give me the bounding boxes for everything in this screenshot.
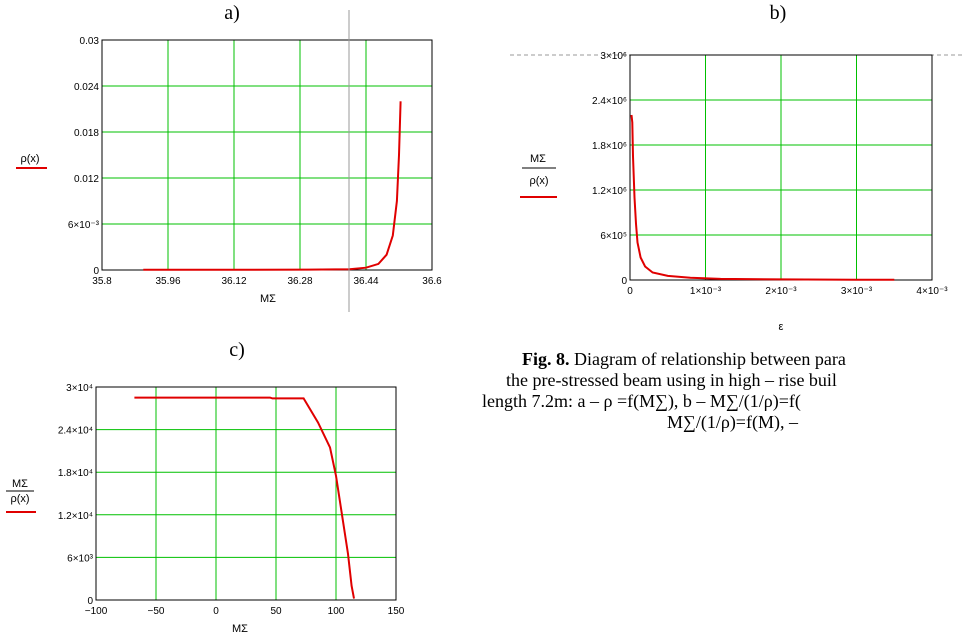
x-tick-label: 100 bbox=[328, 606, 345, 617]
series-line bbox=[134, 396, 355, 599]
chart-a-ylabel: ρ(x) bbox=[16, 153, 47, 169]
x-tick-label: 1×10⁻³ bbox=[690, 286, 722, 297]
panel-label-a: a) bbox=[224, 2, 240, 24]
y-tick-label: 6×10⁻³ bbox=[68, 220, 100, 231]
chart-b: 0 1×10⁻³ 2×10⁻³ 3×10⁻³ 4×10⁻³ 0 6×10⁵ 1.2×10⁶ 1.… bbox=[592, 51, 948, 297]
x-tick-label: 2×10⁻³ bbox=[765, 286, 797, 297]
x-tick-label: 36.12 bbox=[221, 276, 246, 287]
y-tick-label: 2.4×10⁴ bbox=[58, 426, 93, 437]
x-tick-label: 36.6 bbox=[422, 276, 442, 287]
plot-frame bbox=[101, 39, 433, 271]
chart-c-ylabel-num: MΣ bbox=[12, 478, 28, 490]
panel-label-c: c) bbox=[229, 339, 245, 361]
chart-c-ylabel: MΣ ρ(x) bbox=[6, 478, 36, 513]
series-line bbox=[630, 114, 895, 281]
x-tick-label: −100 bbox=[85, 606, 108, 617]
panel-label-b: b) bbox=[770, 2, 787, 24]
caption-line-1-text: Diagram of relationship between para bbox=[569, 349, 846, 369]
x-tick-label: 0 bbox=[213, 606, 219, 617]
chart-a-ylabel-text: ρ(x) bbox=[20, 153, 39, 165]
y-tick-label: 3×10⁶ bbox=[600, 51, 627, 62]
chart-c: −100 −50 0 50 100 150 0 6×10³ 1.2×10⁴ 1.8×10⁴ 2.4×… bbox=[58, 383, 405, 617]
x-tick-label: −50 bbox=[148, 606, 165, 617]
series-line bbox=[143, 101, 402, 271]
y-tick-label: 0.018 bbox=[74, 128, 99, 139]
caption-fig-number: Fig. 8. bbox=[522, 349, 570, 369]
chart-c-xlabel: MΣ bbox=[232, 623, 248, 635]
x-tick-label: 150 bbox=[388, 606, 405, 617]
x-tick-label: 4×10⁻³ bbox=[916, 286, 948, 297]
y-tick-label: 0.012 bbox=[74, 174, 99, 185]
y-tick-label: 0 bbox=[87, 596, 93, 607]
x-tick-label: 35.8 bbox=[92, 276, 112, 287]
y-tick-label: 0 bbox=[93, 266, 99, 277]
y-tick-label: 2.4×10⁶ bbox=[592, 96, 627, 107]
y-tick-label: 0.024 bbox=[74, 82, 99, 93]
chart-b-ylabel-den: ρ(x) bbox=[529, 175, 548, 187]
chart-a-xlabel: MΣ bbox=[260, 293, 276, 305]
x-tick-label: 36.28 bbox=[287, 276, 312, 287]
plot-frame bbox=[95, 386, 397, 601]
x-tick-label: 50 bbox=[270, 606, 282, 617]
caption-line-1: Fig. 8. Diagram of relationship between … bbox=[480, 349, 962, 370]
caption-line-4: M∑/(1/ρ)=f(M), – bbox=[667, 412, 798, 432]
chart-b-xlabel: ε bbox=[779, 321, 784, 333]
y-tick-label: 6×10³ bbox=[67, 553, 94, 564]
x-tick-label: 0 bbox=[627, 286, 633, 297]
chart-c-ylabel-den: ρ(x) bbox=[10, 493, 29, 505]
y-tick-label: 1.2×10⁶ bbox=[592, 186, 627, 197]
y-tick-label: 0 bbox=[621, 276, 627, 287]
x-tick-label: 3×10⁻³ bbox=[841, 286, 873, 297]
chart-b-ylabel-num: MΣ bbox=[530, 153, 546, 165]
caption-line-3: length 7.2m: a – ρ =f(M∑), b – M∑/(1/ρ)=… bbox=[482, 391, 801, 411]
chart-b-ylabel: MΣ ρ(x) bbox=[520, 153, 557, 198]
caption-line-2: the pre-stressed beam using in high – ri… bbox=[506, 370, 837, 390]
y-tick-label: 1.8×10⁴ bbox=[58, 468, 93, 479]
figure-caption: Fig. 8. Diagram of relationship between … bbox=[480, 349, 962, 433]
y-tick-label: 6×10⁵ bbox=[600, 231, 627, 242]
x-tick-label: 35.96 bbox=[155, 276, 180, 287]
y-tick-label: 1.2×10⁴ bbox=[58, 511, 93, 522]
chart-a: 35.8 35.96 36.12 36.28 36.44 36.6 0 6×10⁻³ 0.012… bbox=[68, 36, 442, 287]
x-tick-label: 36.44 bbox=[353, 276, 378, 287]
y-tick-label: 0.03 bbox=[80, 36, 100, 47]
y-tick-label: 1.8×10⁶ bbox=[592, 141, 627, 152]
y-tick-label: 3×10⁴ bbox=[66, 383, 93, 394]
